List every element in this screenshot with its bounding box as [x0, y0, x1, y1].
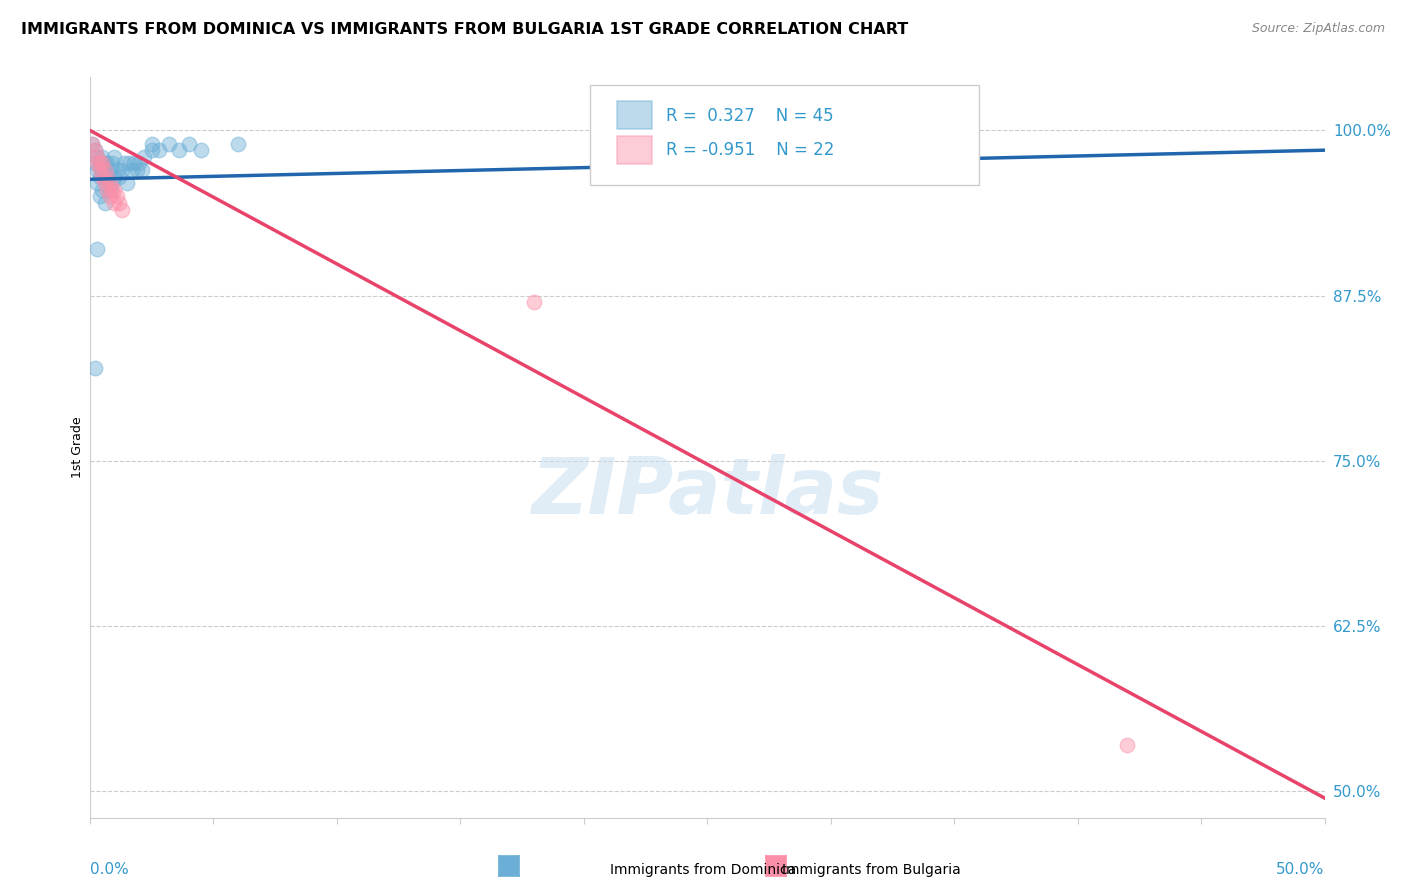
Text: Immigrants from Bulgaria: Immigrants from Bulgaria — [782, 863, 962, 877]
Point — [523, 295, 546, 310]
Point — [82, 136, 104, 151]
Point — [1116, 738, 1139, 752]
Point — [226, 136, 249, 151]
Point — [125, 163, 148, 178]
Point — [108, 196, 131, 211]
Text: IMMIGRANTS FROM DOMINICA VS IMMIGRANTS FROM BULGARIA 1ST GRADE CORRELATION CHART: IMMIGRANTS FROM DOMINICA VS IMMIGRANTS F… — [21, 22, 908, 37]
Point — [103, 183, 125, 197]
Point — [103, 196, 125, 211]
Point — [93, 196, 115, 211]
Point — [112, 156, 135, 170]
Point — [89, 156, 111, 170]
Point — [91, 163, 114, 178]
Point — [122, 156, 145, 170]
Point — [93, 169, 115, 184]
Point — [111, 163, 134, 178]
Point — [118, 156, 141, 170]
Point — [115, 176, 138, 190]
Point — [141, 143, 163, 157]
Point — [157, 136, 180, 151]
Point — [89, 189, 111, 203]
Point — [103, 169, 125, 184]
Y-axis label: 1st Grade: 1st Grade — [72, 417, 84, 478]
Point — [141, 136, 163, 151]
Point — [83, 143, 105, 157]
Point — [93, 176, 115, 190]
Point — [105, 189, 128, 203]
Point — [83, 361, 105, 376]
Point — [86, 150, 108, 164]
Point — [86, 243, 108, 257]
Point — [82, 136, 104, 151]
Point — [101, 176, 124, 190]
Point — [111, 202, 134, 217]
Point — [105, 163, 128, 178]
Point — [131, 163, 153, 178]
Point — [89, 163, 111, 178]
Point — [121, 163, 143, 178]
Point — [86, 176, 108, 190]
Point — [86, 150, 108, 164]
Point — [98, 183, 121, 197]
Point — [91, 150, 114, 164]
Point — [89, 169, 111, 184]
Point — [96, 183, 118, 197]
Point — [128, 156, 150, 170]
Text: R =  0.327    N = 45: R = 0.327 N = 45 — [666, 107, 834, 125]
Point — [98, 176, 121, 190]
Text: Source: ZipAtlas.com: Source: ZipAtlas.com — [1251, 22, 1385, 36]
FancyBboxPatch shape — [617, 136, 651, 164]
Point — [98, 189, 121, 203]
Point — [134, 150, 156, 164]
Point — [91, 183, 114, 197]
Text: 50.0%: 50.0% — [1277, 863, 1324, 877]
Point — [177, 136, 200, 151]
FancyBboxPatch shape — [617, 101, 651, 129]
Point — [86, 163, 108, 178]
Point — [96, 169, 118, 184]
Text: R = -0.951    N = 22: R = -0.951 N = 22 — [666, 141, 835, 159]
Point — [86, 156, 108, 170]
Point — [96, 156, 118, 170]
Point — [98, 163, 121, 178]
Text: ZIPatlas: ZIPatlas — [531, 454, 883, 530]
FancyBboxPatch shape — [591, 85, 979, 185]
Text: 0.0%: 0.0% — [90, 863, 128, 877]
Point — [103, 150, 125, 164]
Point — [91, 169, 114, 184]
Point — [93, 156, 115, 170]
Point — [101, 156, 124, 170]
Point — [190, 143, 212, 157]
Point — [101, 183, 124, 197]
Point — [91, 156, 114, 170]
Point — [89, 156, 111, 170]
Point — [83, 143, 105, 157]
Point — [93, 163, 115, 178]
Point — [108, 169, 131, 184]
Point — [148, 143, 170, 157]
Point — [167, 143, 190, 157]
Text: Immigrants from Dominica: Immigrants from Dominica — [610, 863, 796, 877]
Point — [83, 156, 105, 170]
Point — [96, 169, 118, 184]
